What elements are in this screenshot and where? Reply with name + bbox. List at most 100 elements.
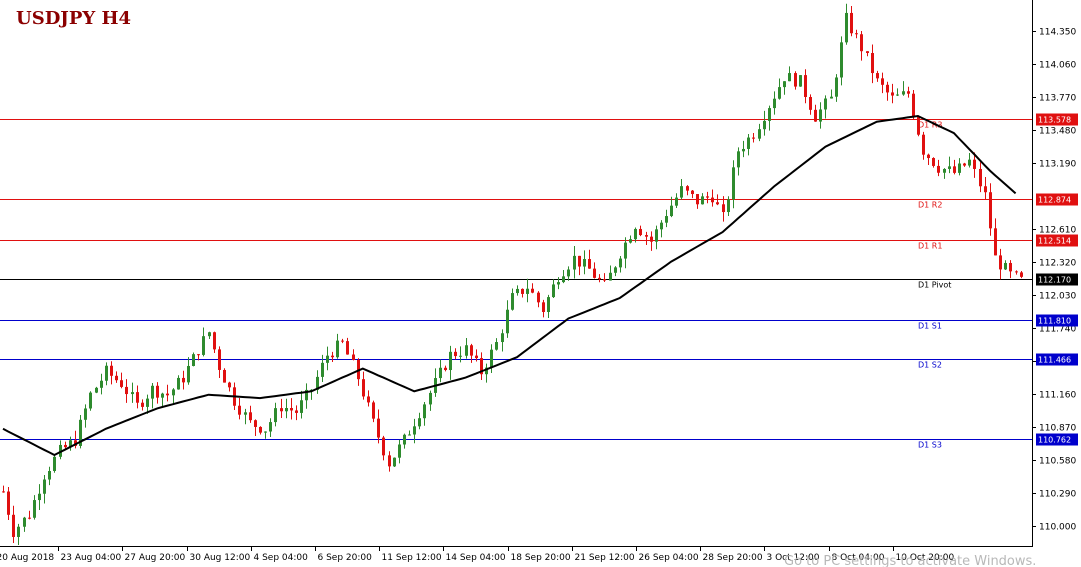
- time-tick-label: 20 Aug 2018: [0, 553, 54, 563]
- candle-body: [866, 51, 869, 54]
- candle-body: [686, 186, 689, 191]
- level-price-tag-text: 112.874: [1038, 196, 1071, 205]
- candle-body: [208, 332, 211, 337]
- candle-body: [7, 491, 10, 515]
- candle-body: [459, 355, 462, 357]
- candle-body: [737, 151, 740, 168]
- candle-body: [115, 375, 118, 381]
- candle-body: [305, 389, 308, 401]
- level-price-tags[interactable]: 113.578 112.874 112.514 112.170 111.810 111.4…: [1036, 113, 1078, 446]
- time-tick-label: 8 Oct 04:00: [832, 553, 885, 563]
- candle-body: [876, 73, 879, 79]
- candle-body: [634, 228, 637, 240]
- candle-body: [655, 229, 658, 242]
- level-price-tag-text: 111.810: [1038, 317, 1071, 326]
- level-price-tag[interactable]: 111.466: [1036, 353, 1078, 366]
- candle-body: [192, 354, 195, 366]
- candle-body: [408, 434, 411, 436]
- candle-body: [809, 97, 812, 110]
- candle-body: [845, 12, 848, 43]
- time-tick-label: 21 Sep 12:00: [575, 553, 635, 563]
- candle-body: [860, 34, 863, 52]
- candle-body: [953, 166, 956, 173]
- level-price-tag[interactable]: 112.514: [1036, 234, 1078, 247]
- candle-body: [526, 288, 529, 294]
- candle-body: [295, 410, 298, 413]
- candle-body: [1009, 262, 1012, 272]
- level-price-tag[interactable]: 112.170: [1036, 273, 1078, 286]
- candle-body: [79, 419, 82, 446]
- candle-body: [321, 362, 324, 377]
- level-price-tag-text: 113.578: [1038, 116, 1071, 125]
- candle-body: [573, 255, 576, 270]
- candle-body: [393, 457, 396, 467]
- candle-body: [593, 268, 596, 278]
- level-name-label: D1 S1: [918, 322, 942, 331]
- level-name-label: D1 S2: [918, 361, 942, 370]
- candle-body: [850, 12, 853, 34]
- candle-body: [788, 73, 791, 82]
- level-price-tag-text: 110.762: [1038, 436, 1071, 445]
- candle-body: [763, 120, 766, 130]
- price-tick-label: 110.580: [1039, 457, 1076, 467]
- price-tick-label: 110.000: [1039, 523, 1076, 533]
- price-tick-label: 113.480: [1039, 127, 1076, 137]
- candle-body: [336, 340, 339, 358]
- candle-body: [362, 379, 365, 397]
- candle-body: [454, 351, 457, 357]
- candle-body: [542, 302, 545, 313]
- candle-body: [48, 470, 51, 480]
- candle-body: [994, 228, 997, 256]
- candle-body: [778, 87, 781, 99]
- candle-body: [403, 434, 406, 445]
- candle-body: [758, 129, 761, 139]
- time-tick-label: 14 Sep 04:00: [446, 553, 506, 563]
- candle-body: [567, 269, 570, 277]
- price-tick-label: 114.060: [1039, 61, 1076, 71]
- level-price-tag[interactable]: 110.762: [1036, 433, 1078, 446]
- candle-body: [444, 367, 447, 371]
- candle-body: [742, 148, 745, 152]
- candles: [2, 3, 1023, 545]
- candle-body: [537, 292, 540, 303]
- level-price-tag[interactable]: 111.810: [1036, 314, 1078, 327]
- price-tick-label: 112.610: [1039, 226, 1076, 236]
- candle-body: [100, 380, 103, 388]
- level-price-tag[interactable]: 113.578: [1036, 113, 1078, 126]
- candle-body: [696, 194, 699, 205]
- candle-body: [341, 340, 344, 342]
- time-tick-label: 30 Aug 12:00: [190, 553, 251, 563]
- candle-body: [249, 412, 252, 421]
- candle-body: [84, 408, 87, 420]
- candle-body: [819, 109, 822, 122]
- candle-body: [516, 288, 519, 294]
- candle-body: [783, 81, 786, 88]
- candle-body: [907, 91, 910, 94]
- candle-body: [727, 199, 730, 213]
- candle-body: [377, 418, 380, 438]
- time-axis-ticks: 20 Aug 2018 23 Aug 04:00 27 Aug 20:00 30 Au…: [0, 546, 954, 563]
- candle-body: [388, 455, 391, 467]
- candle-body: [120, 380, 123, 387]
- candle-body: [732, 167, 735, 200]
- candle-body: [814, 109, 817, 122]
- candle-body: [963, 163, 966, 166]
- candle-body: [300, 400, 303, 413]
- candle-body: [187, 365, 190, 383]
- level-price-tag[interactable]: 112.874: [1036, 193, 1078, 206]
- candle-body: [794, 73, 797, 87]
- candle-body: [290, 407, 293, 411]
- candle-body: [151, 385, 154, 399]
- candle-body: [398, 444, 401, 458]
- candle-body: [228, 382, 231, 388]
- candle-body: [429, 392, 432, 405]
- candle-body: [578, 255, 581, 267]
- candle-body: [12, 514, 15, 537]
- candle-body: [902, 91, 905, 95]
- candle-body: [244, 412, 247, 415]
- candle-body: [670, 205, 673, 217]
- level-price-tag-text: 112.514: [1038, 237, 1071, 246]
- candle-body: [326, 355, 329, 363]
- level-price-tag-bg: [1036, 353, 1078, 366]
- candle-body: [747, 137, 750, 149]
